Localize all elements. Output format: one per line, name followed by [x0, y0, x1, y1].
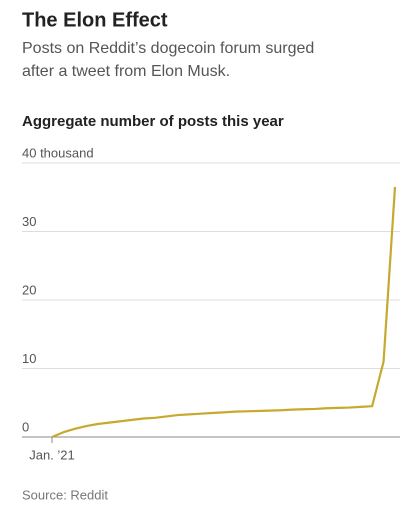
- chart-subtitle: Posts on Reddit’s dogecoin forum surged: [22, 40, 314, 57]
- source: Source: Reddit: [22, 487, 108, 502]
- y-tick-label: 10: [22, 351, 36, 366]
- chart-title: The Elon Effect: [22, 9, 168, 31]
- y-tick-label: 40 thousand: [22, 145, 94, 160]
- chart-subtitle: after a tweet from Elon Musk.: [22, 63, 230, 80]
- line: [51, 186, 397, 439]
- y-tick-label: 20: [22, 282, 36, 297]
- y-tick-label: 0: [22, 419, 29, 434]
- y-tick-label: 30: [22, 214, 36, 229]
- axis-title: Aggregate number of posts this year: [22, 113, 284, 130]
- x-tick-label: Jan. ’21: [29, 447, 75, 462]
